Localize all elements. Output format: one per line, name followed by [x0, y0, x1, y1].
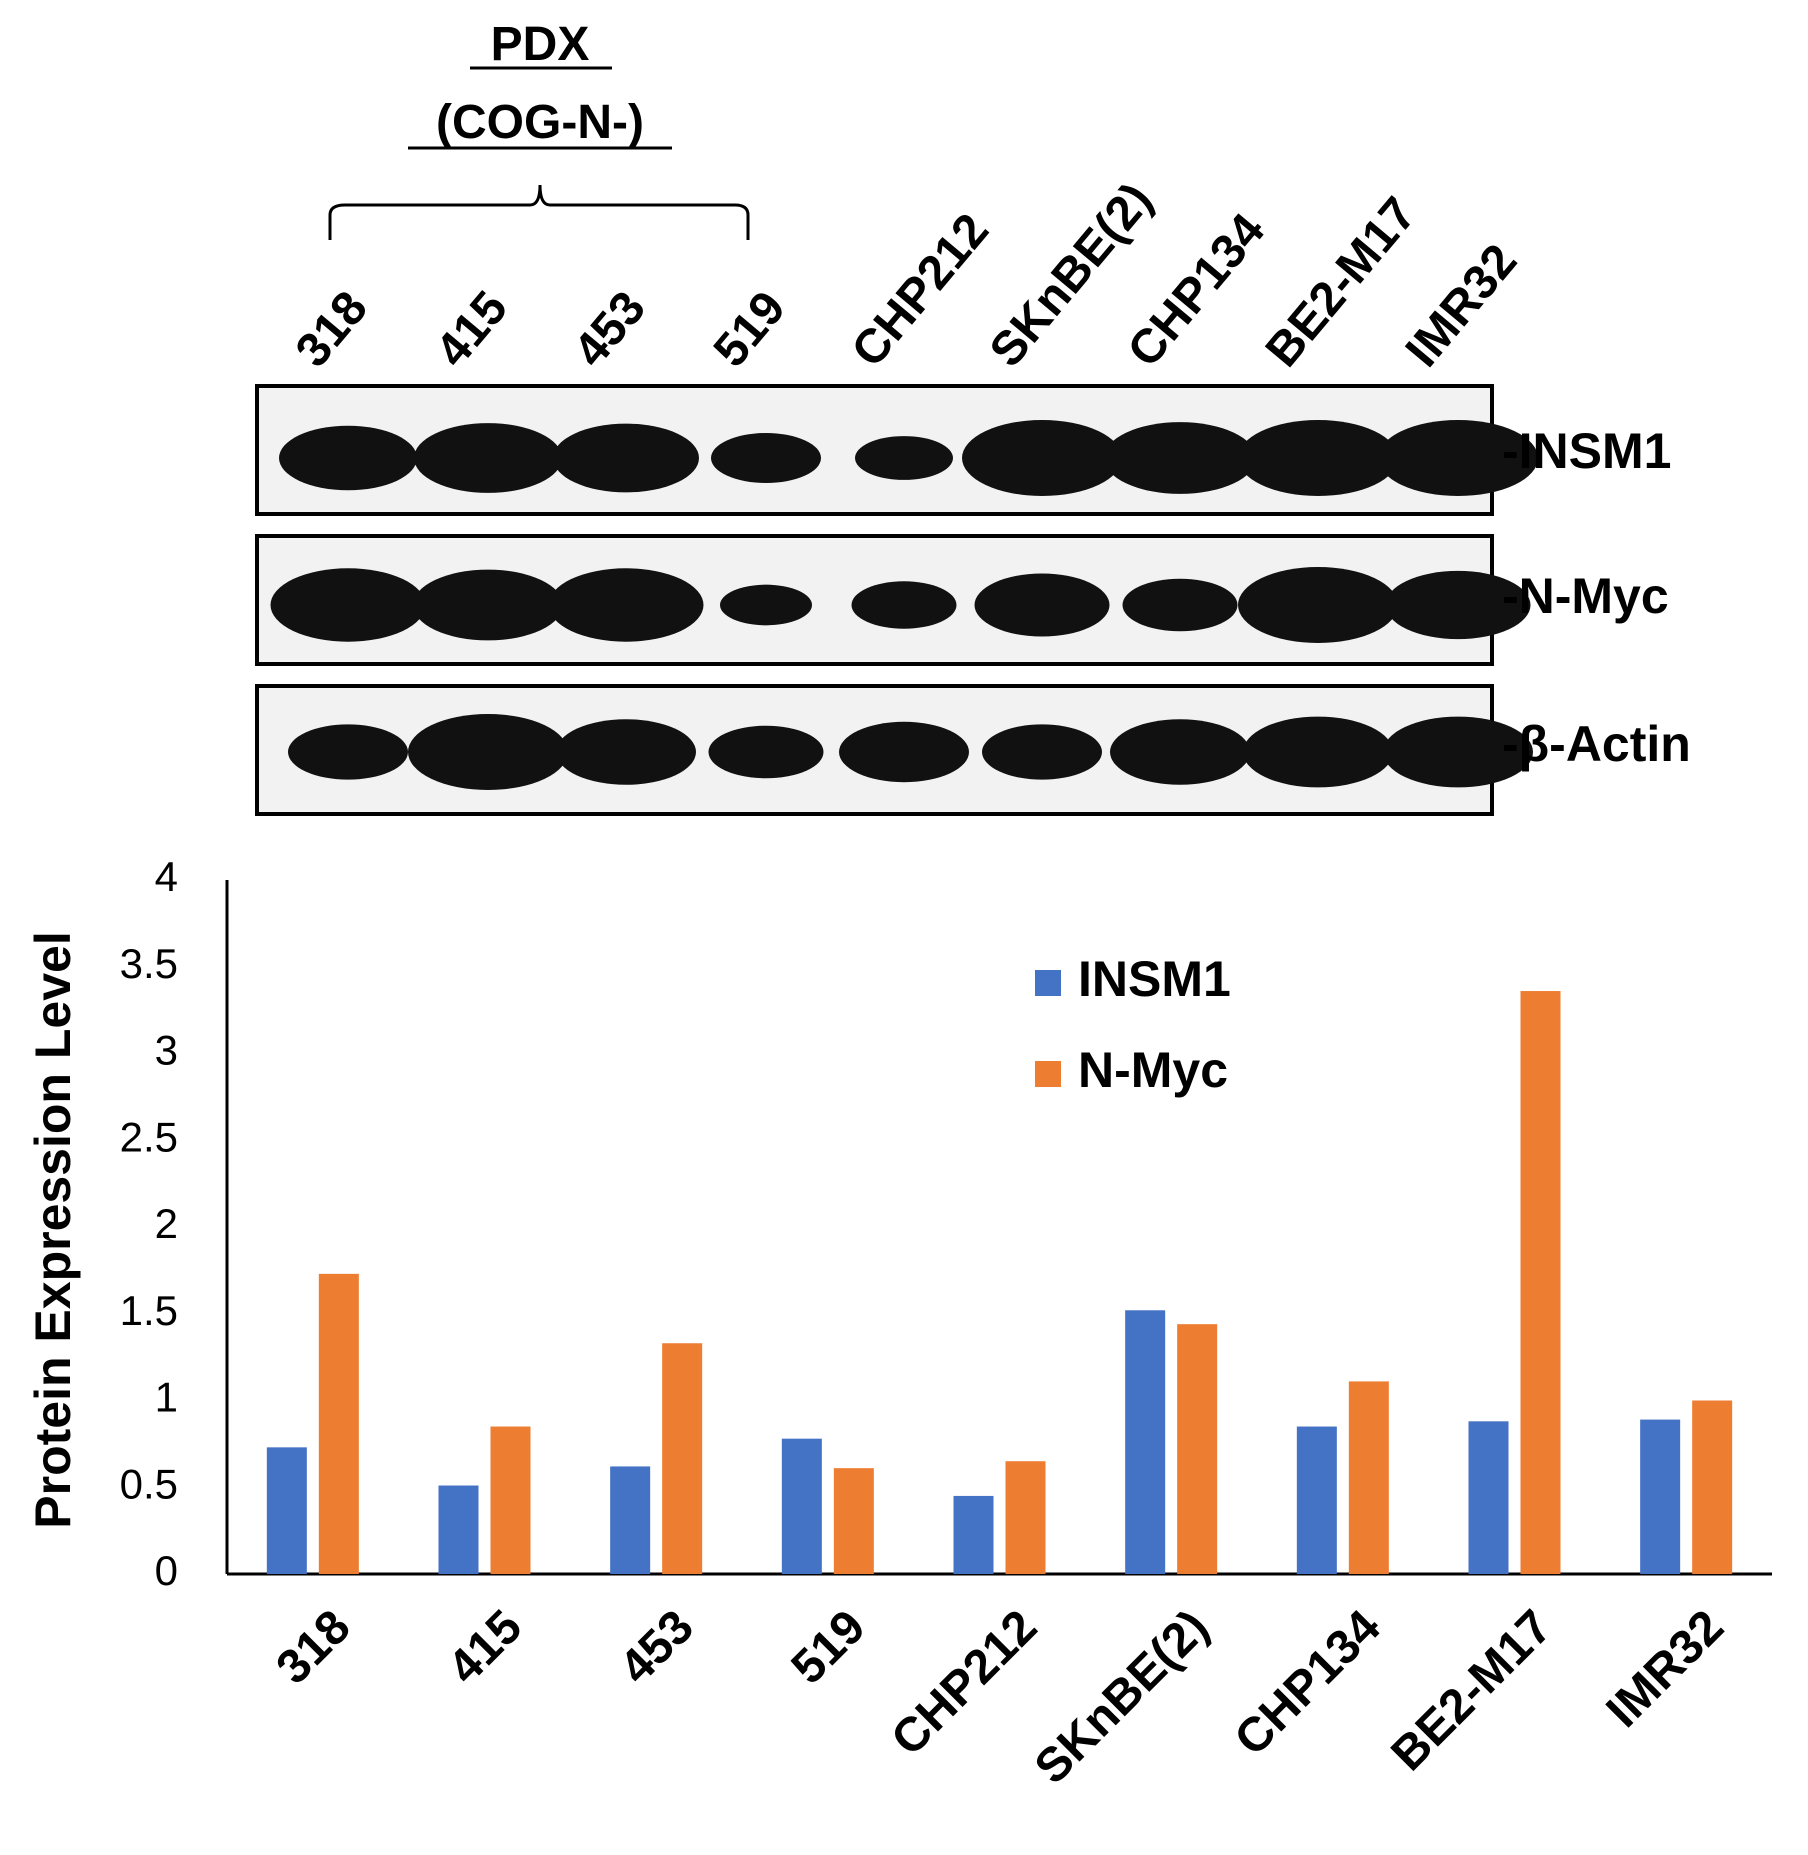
- blot-band: [1238, 420, 1398, 496]
- bar-n-myc: [318, 1273, 359, 1574]
- group-brace: [328, 184, 750, 240]
- bar-insm1: [438, 1485, 479, 1574]
- blot-band: [982, 724, 1102, 780]
- group-title-line2: (COG-N-): [436, 96, 644, 149]
- blot-band: [962, 420, 1122, 496]
- bar-insm1: [781, 1438, 822, 1574]
- blot-bands: [270, 567, 1531, 643]
- blot-band: [553, 423, 699, 493]
- blot-band: [711, 433, 821, 483]
- group-title-line1: PDX: [491, 18, 590, 71]
- blot-band: [408, 714, 568, 790]
- y-tick-label: 0: [155, 1547, 178, 1594]
- bar-n-myc: [662, 1343, 703, 1574]
- blot-band: [548, 568, 704, 642]
- bar-chart: Protein Expression Level 0 0.5 1 1.5 2 2.5 3 3.…: [25, 853, 1772, 1794]
- x-tick-label: BE2-M17: [1381, 1600, 1562, 1781]
- blot-panel-actin: -β-Actin: [255, 684, 1691, 816]
- y-axis-label: Protein Expression Level: [25, 931, 81, 1528]
- lane-label: IMR32: [1396, 235, 1527, 377]
- y-axis-ticks: 0 0.5 1 1.5 2 2.5 3 3.5 4: [120, 853, 178, 1594]
- bar-n-myc: [1005, 1461, 1046, 1574]
- blot-label-insm1: -INSM1: [1502, 423, 1671, 479]
- bar-n-myc: [490, 1426, 531, 1574]
- blot-band: [851, 581, 957, 629]
- blot-band: [1243, 716, 1393, 788]
- lane-label: 318: [286, 282, 378, 377]
- blot-band: [708, 725, 824, 779]
- blot-band: [556, 719, 696, 785]
- bar-n-myc: [833, 1468, 874, 1574]
- bar-n-myc: [1520, 991, 1561, 1574]
- y-tick-label: 0.5: [120, 1460, 178, 1507]
- x-tick-label: SKnBE(2): [1025, 1600, 1219, 1794]
- bar-insm1: [1296, 1426, 1337, 1574]
- blot-band: [839, 721, 969, 783]
- x-tick-label: 453: [610, 1600, 704, 1694]
- bars: [266, 991, 1733, 1574]
- blot-panel-insm1: -INSM1: [255, 384, 1671, 516]
- blot-band: [974, 573, 1110, 637]
- legend-swatch-insm1: [1035, 970, 1061, 996]
- y-tick-label: 2: [155, 1200, 178, 1247]
- bar-insm1: [1125, 1310, 1166, 1574]
- lane-label: 453: [564, 282, 656, 377]
- blot-band: [279, 425, 417, 491]
- bar-n-myc: [1177, 1324, 1218, 1574]
- legend-label-insm1: INSM1: [1078, 951, 1231, 1007]
- y-tick-label: 4: [155, 853, 178, 900]
- y-tick-label: 1.5: [120, 1287, 178, 1334]
- blot-band: [1110, 719, 1250, 785]
- bar-insm1: [1468, 1421, 1509, 1574]
- blot-panels: -INSM1 -N-Myc -β-Actin: [255, 384, 1691, 816]
- blot-band: [288, 724, 408, 780]
- y-tick-label: 3: [155, 1027, 178, 1074]
- blot-band: [413, 569, 563, 641]
- blot-band: [414, 423, 562, 493]
- blot-bands: [279, 420, 1538, 496]
- legend: INSM1 N-Myc: [1035, 951, 1231, 1098]
- lane-label: 519: [704, 282, 796, 377]
- lane-label: 415: [426, 282, 518, 377]
- blot-band: [1383, 716, 1533, 788]
- blot-bands: [288, 714, 1533, 790]
- x-tick-label: 415: [438, 1600, 532, 1694]
- x-tick-label: CHP212: [882, 1600, 1048, 1766]
- x-tick-label: 519: [782, 1600, 876, 1694]
- blot-band: [1104, 422, 1256, 494]
- blot-band: [855, 436, 953, 480]
- legend-label-nmyc: N-Myc: [1078, 1042, 1228, 1098]
- x-tick-label: CHP134: [1225, 1600, 1391, 1766]
- bar-insm1: [1640, 1419, 1681, 1574]
- blot-band: [1385, 570, 1531, 640]
- blot-group-header: PDX (COG-N-): [328, 18, 750, 240]
- blot-band: [1378, 420, 1538, 496]
- bar-insm1: [953, 1495, 994, 1574]
- y-tick-label: 3.5: [120, 940, 178, 987]
- blot-band: [270, 568, 426, 642]
- x-tick-label: 318: [267, 1600, 361, 1694]
- legend-swatch-nmyc: [1035, 1061, 1061, 1087]
- x-tick-label: IMR32: [1597, 1600, 1734, 1737]
- blot-label-actin: -β-Actin: [1502, 716, 1691, 772]
- bar-insm1: [610, 1466, 651, 1574]
- bar-n-myc: [1348, 1381, 1389, 1574]
- y-tick-label: 1: [155, 1374, 178, 1421]
- blot-band: [1238, 567, 1398, 643]
- blot-band: [1122, 578, 1238, 632]
- blot-panel-nmyc: -N-Myc: [255, 534, 1669, 666]
- bar-insm1: [266, 1447, 307, 1574]
- blot-label-nmyc: -N-Myc: [1502, 568, 1669, 624]
- lane-label: CHP212: [842, 204, 999, 377]
- bar-n-myc: [1692, 1400, 1733, 1574]
- y-tick-label: 2.5: [120, 1113, 178, 1160]
- blot-band: [720, 584, 812, 626]
